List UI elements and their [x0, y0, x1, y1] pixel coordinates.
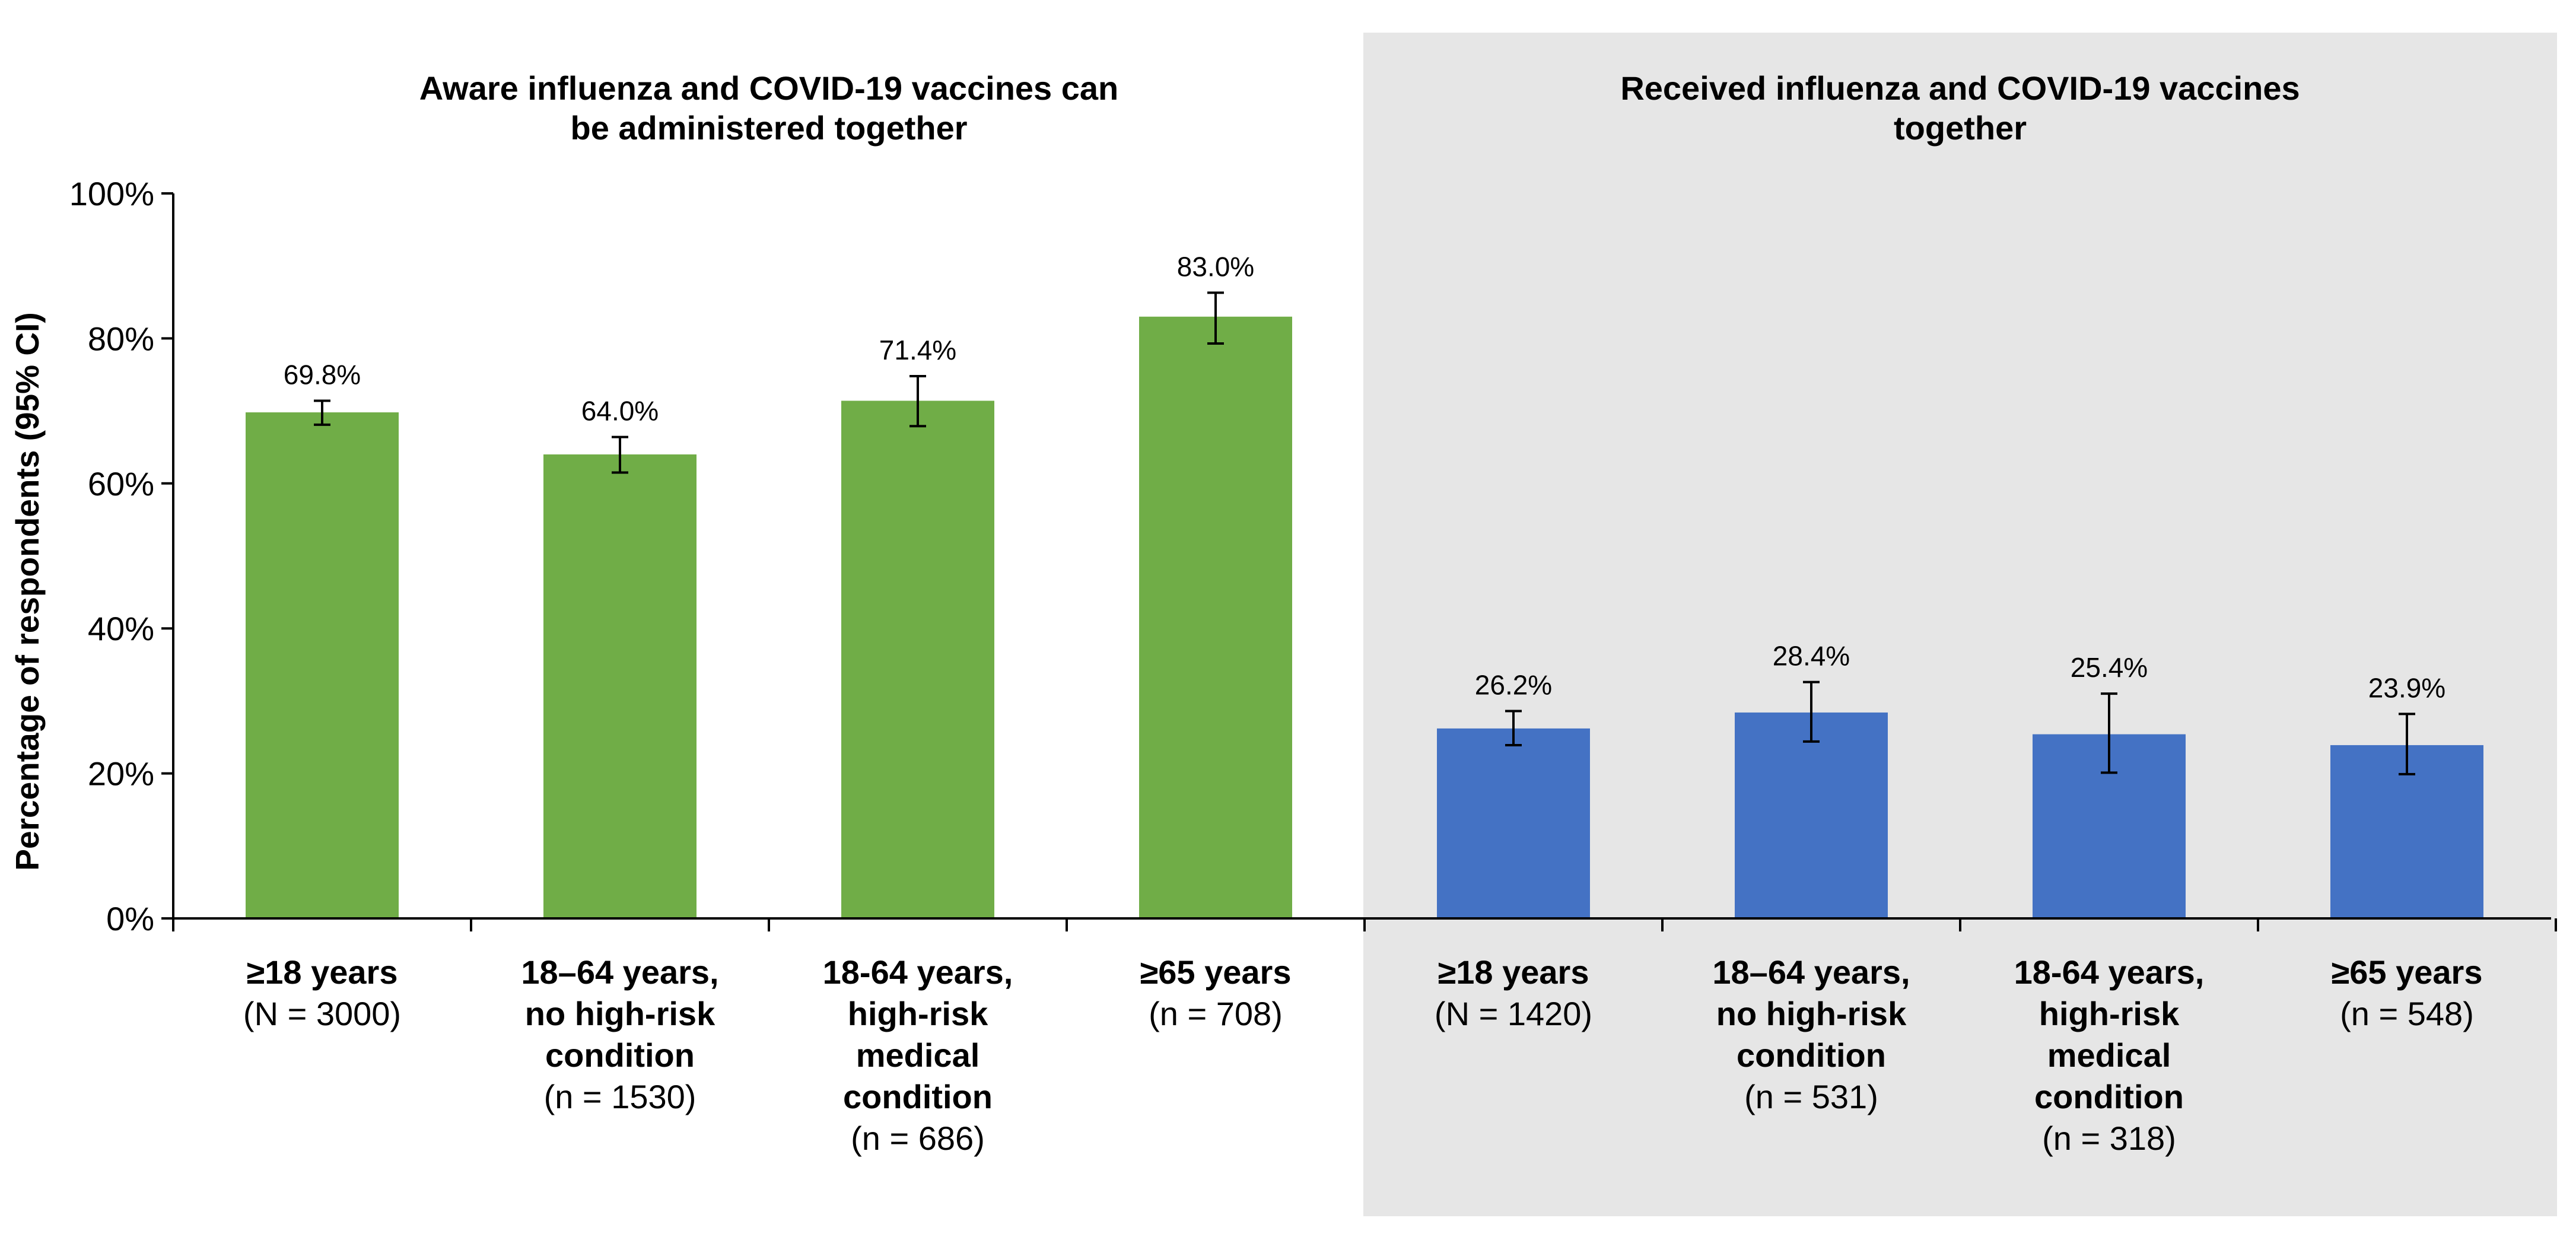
- value-label-0-2: 71.4%: [879, 335, 956, 365]
- bar-0-3: [1139, 316, 1292, 918]
- category-label-0-0-line-0: ≥18 years: [247, 953, 398, 991]
- panel-title-1-line-1: together: [1894, 109, 2027, 147]
- value-label-1-0: 26.2%: [1475, 670, 1552, 701]
- y-tick-label-5: 100%: [69, 175, 154, 212]
- category-label-1-2-line-4: (n = 318): [2042, 1120, 2176, 1157]
- y-tick-label-2: 40%: [88, 610, 154, 647]
- category-label-1-1-line-1: no high-risk: [1716, 995, 1907, 1032]
- panel-title-0-line-1: be administered together: [570, 109, 967, 147]
- y-tick-label-0: 0%: [106, 900, 154, 937]
- panel-shade-1: [1363, 33, 2557, 1216]
- category-label-0-0-line-1: (N = 3000): [243, 995, 401, 1032]
- value-label-0-1: 64.0%: [581, 396, 659, 427]
- category-label-0-2-line-3: condition: [843, 1078, 993, 1115]
- value-label-1-3: 23.9%: [2368, 672, 2445, 703]
- y-tick-label-3: 60%: [88, 465, 154, 503]
- category-label-1-2-line-2: medical: [2047, 1036, 2171, 1074]
- value-label-0-3: 83.0%: [1177, 251, 1254, 282]
- category-label-1-1-line-3: (n = 531): [1744, 1078, 1878, 1115]
- category-label-1-2-line-0: 18-64 years,: [2014, 953, 2205, 991]
- category-label-0-2-line-2: medical: [856, 1036, 980, 1074]
- category-label-0-1-line-3: (n = 1530): [544, 1078, 697, 1115]
- category-label-0-2-line-1: high-risk: [848, 995, 988, 1032]
- value-label-0-0: 69.8%: [284, 359, 361, 390]
- value-label-1-1: 28.4%: [1773, 641, 1850, 672]
- panel-title-1-line-0: Received influenza and COVID-19 vaccines: [1620, 69, 2300, 107]
- category-label-0-3-line-0: ≥65 years: [1140, 953, 1292, 991]
- value-label-1-2: 25.4%: [2071, 652, 2148, 683]
- category-label-0-2-line-0: 18-64 years,: [823, 953, 1013, 991]
- category-label-1-0-line-0: ≥18 years: [1438, 953, 1589, 991]
- category-label-0-2-line-4: (n = 686): [851, 1120, 985, 1157]
- category-label-1-3-line-0: ≥65 years: [2332, 953, 2483, 991]
- y-tick-label-4: 80%: [88, 320, 154, 357]
- category-label-1-2-line-3: condition: [2034, 1078, 2184, 1115]
- bar-0-0: [246, 412, 399, 918]
- category-label-0-3-line-1: (n = 708): [1149, 995, 1283, 1032]
- y-axis-title: Percentage of respondents (95% CI): [9, 312, 46, 870]
- category-label-1-0-line-1: (N = 1420): [1435, 995, 1592, 1032]
- bar-0-2: [841, 400, 994, 918]
- category-label-0-1-line-1: no high-risk: [525, 995, 715, 1032]
- y-tick-label-1: 20%: [88, 755, 154, 793]
- bar-0-1: [543, 454, 697, 918]
- bar-1-0: [1437, 728, 1590, 918]
- category-label-1-1-line-2: condition: [1737, 1036, 1886, 1074]
- category-label-1-1-line-0: 18–64 years,: [1712, 953, 1910, 991]
- category-label-0-1-line-0: 18–64 years,: [521, 953, 718, 991]
- panel-title-0-line-0: Aware influenza and COVID-19 vaccines ca…: [419, 69, 1119, 107]
- bar-1-1: [1735, 712, 1888, 918]
- category-label-1-2-line-1: high-risk: [2039, 995, 2180, 1032]
- category-label-0-1-line-2: condition: [545, 1036, 695, 1074]
- category-label-1-3-line-1: (n = 548): [2340, 995, 2474, 1032]
